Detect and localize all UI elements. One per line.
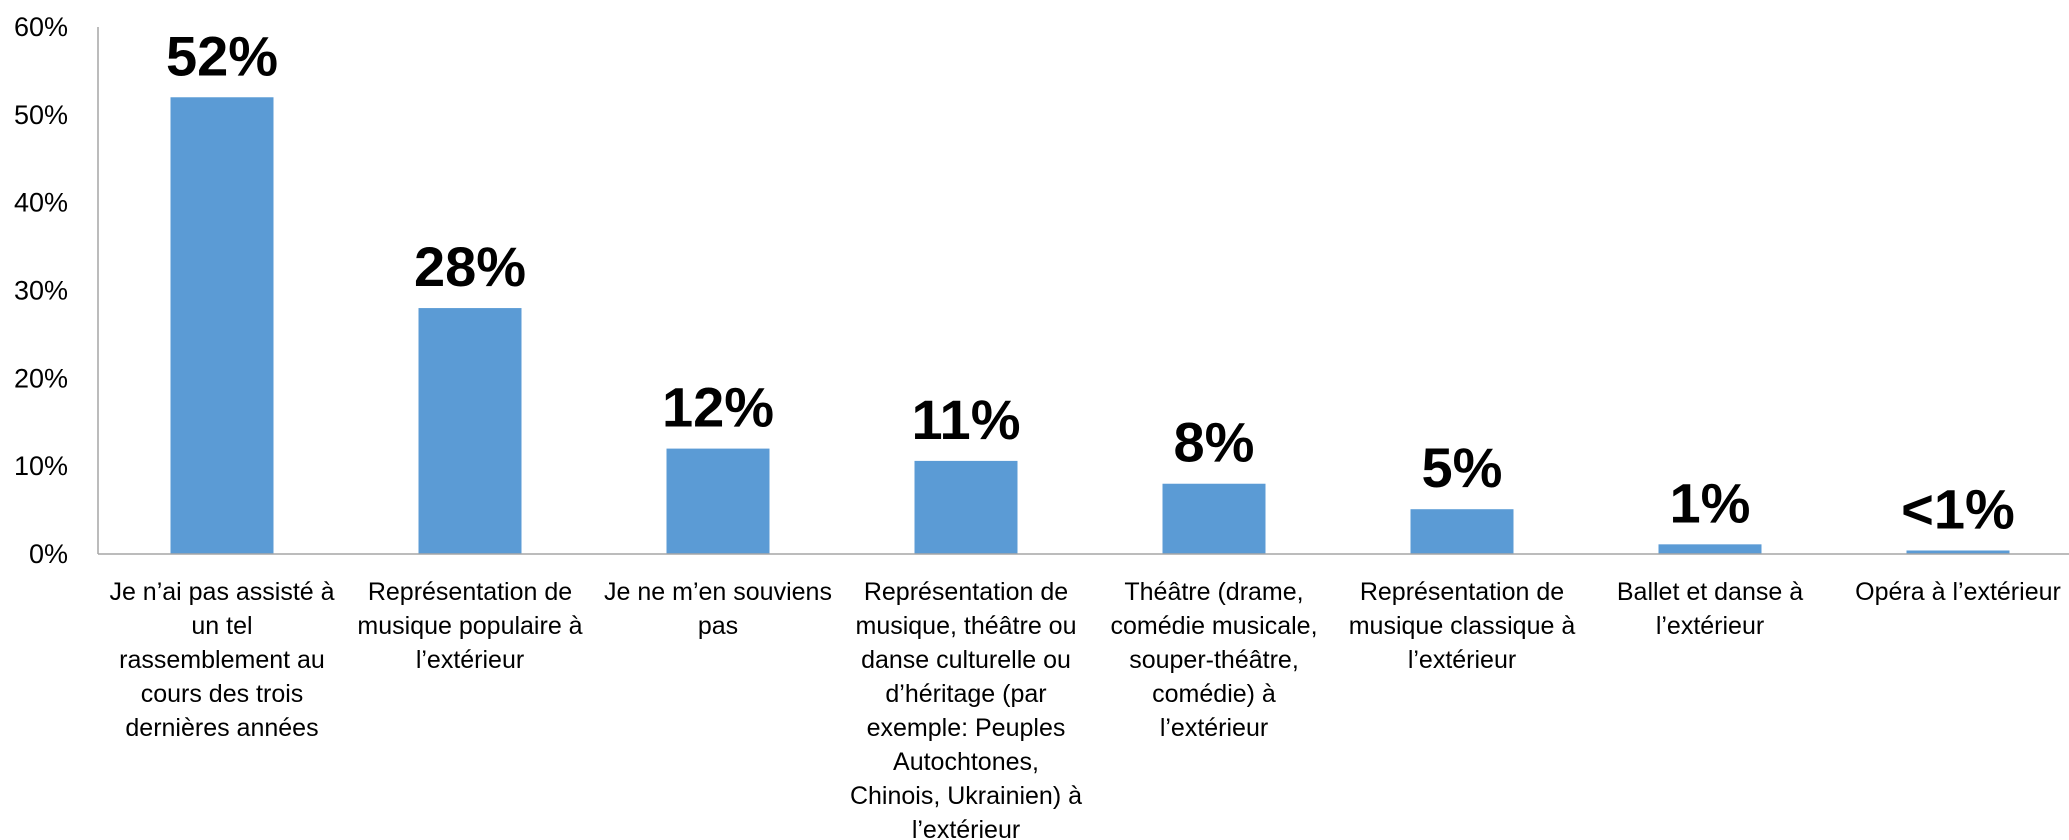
y-tick-label: 40%	[14, 188, 68, 218]
category-label: Je n’ai pas assisté à un tel rassemblement…	[109, 578, 334, 742]
category-label: Représentation de musique, théâtre ou dans…	[850, 578, 1082, 840]
data-label: <1%	[1901, 477, 2015, 540]
data-labels: 52% 28% 12% 11% 8% 5% 1% <1%	[166, 24, 2015, 540]
bar	[666, 448, 770, 554]
bar	[418, 308, 522, 554]
category-label: Théâtre (drame, comédie musicale, souper-t…	[1110, 578, 1317, 742]
category-label: Je ne m’en souviens pas	[604, 578, 832, 640]
data-label: 52%	[166, 24, 278, 87]
y-tick-label: 60%	[14, 12, 68, 42]
y-axis-ticks: 0% 10% 20% 30% 40% 50% 60%	[14, 12, 68, 569]
y-tick-label: 10%	[14, 451, 68, 481]
bar	[170, 97, 274, 555]
y-tick-label: 50%	[14, 100, 68, 130]
data-label: 8%	[1174, 411, 1255, 474]
y-tick-label: 30%	[14, 276, 68, 306]
data-label: 28%	[414, 235, 526, 298]
bar	[1658, 544, 1762, 554]
bars	[170, 97, 2010, 555]
data-label: 5%	[1422, 436, 1503, 499]
category-label: Ballet et danse à l’extérieur	[1617, 578, 1803, 640]
category-labels: Je n’ai pas assisté à un tel rassemblement…	[109, 578, 2060, 840]
y-tick-label: 20%	[14, 363, 68, 393]
bar	[1410, 509, 1514, 554]
category-label: Opéra à l’extérieur	[1855, 578, 2061, 606]
y-tick-label: 0%	[29, 539, 68, 569]
data-label: 11%	[912, 388, 1021, 451]
bar	[1906, 550, 2010, 554]
data-label: 1%	[1670, 471, 1751, 534]
bar	[1162, 483, 1266, 554]
category-label: Représentation de musique classique à l’ex…	[1349, 578, 1576, 674]
category-label: Représentation de musique populaire à l’ex…	[357, 578, 582, 674]
data-label: 12%	[662, 376, 774, 439]
bar	[914, 460, 1018, 554]
